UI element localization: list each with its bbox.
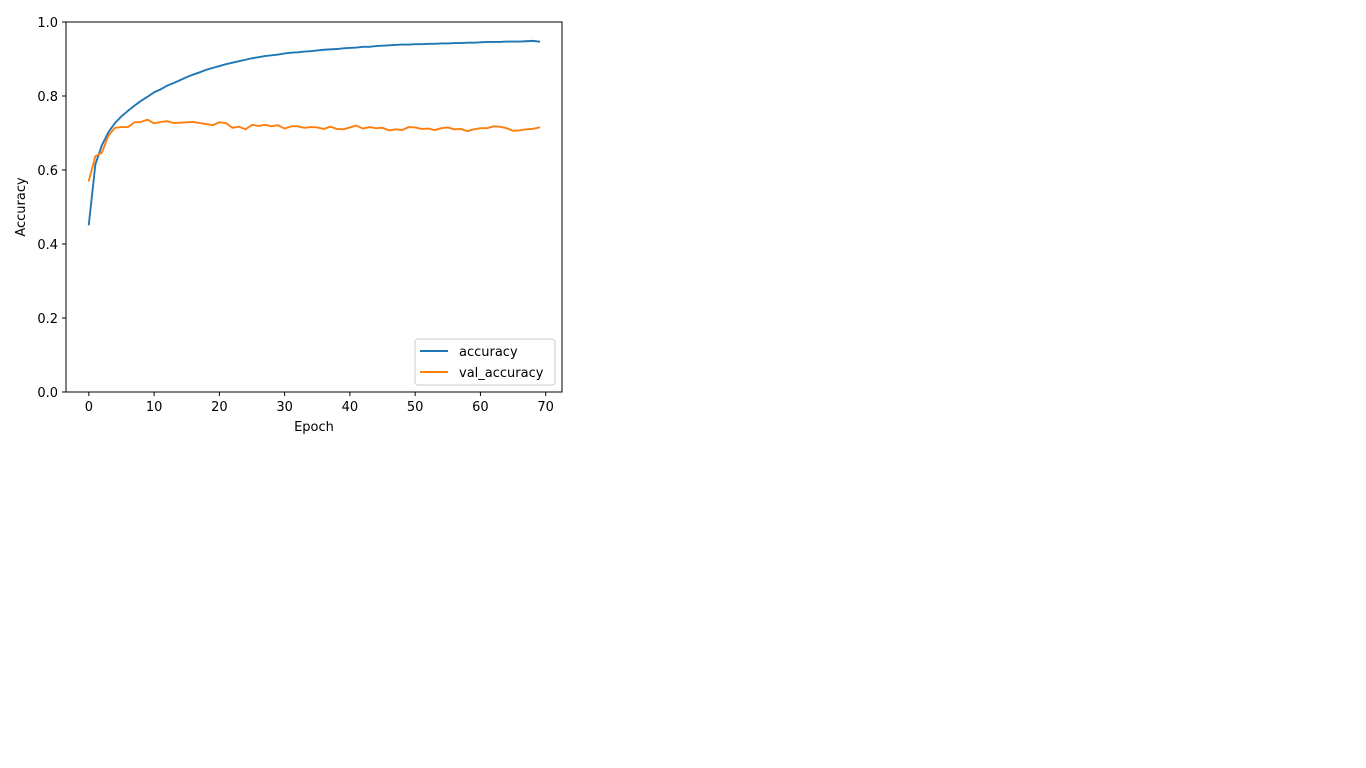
x-tick-label: 60 xyxy=(472,400,489,415)
x-tick-label: 40 xyxy=(342,400,359,415)
y-tick-label: 1.0 xyxy=(37,16,58,31)
series-lines xyxy=(87,39,541,226)
x-tick-label: 20 xyxy=(211,400,228,415)
legend-label-val-accuracy: val_accuracy xyxy=(459,366,544,381)
y-axis-label: Accuracy xyxy=(14,177,29,237)
axes: 0 10 20 30 40 50 60 70 0.0 0.2 0.4 0.6 0.8 1.0 Epoch Ac… xyxy=(14,16,563,435)
y-tick-label: 0.0 xyxy=(37,386,58,401)
legend-label-accuracy: accuracy xyxy=(459,345,518,360)
plot-background xyxy=(66,22,562,392)
legend-box xyxy=(414,338,556,386)
x-axis-label: Epoch xyxy=(294,420,334,435)
axes-frame xyxy=(65,21,563,393)
x-tick-label: 50 xyxy=(407,400,424,415)
series-line-val-accuracy xyxy=(87,118,541,182)
y-tick-label: 0.4 xyxy=(37,238,58,253)
plot-area xyxy=(66,22,562,392)
x-tick-label: 0 xyxy=(85,400,93,415)
x-tick-label: 10 xyxy=(146,400,163,415)
legend: accuracy val_accuracy xyxy=(414,338,556,386)
series-line-accuracy xyxy=(87,39,541,226)
y-tick-label: 0.2 xyxy=(37,312,58,327)
x-tick-label: 30 xyxy=(276,400,293,415)
x-tick-label: 70 xyxy=(537,400,554,415)
y-tick-label: 0.6 xyxy=(37,164,58,179)
y-tick-label: 0.8 xyxy=(37,90,58,105)
